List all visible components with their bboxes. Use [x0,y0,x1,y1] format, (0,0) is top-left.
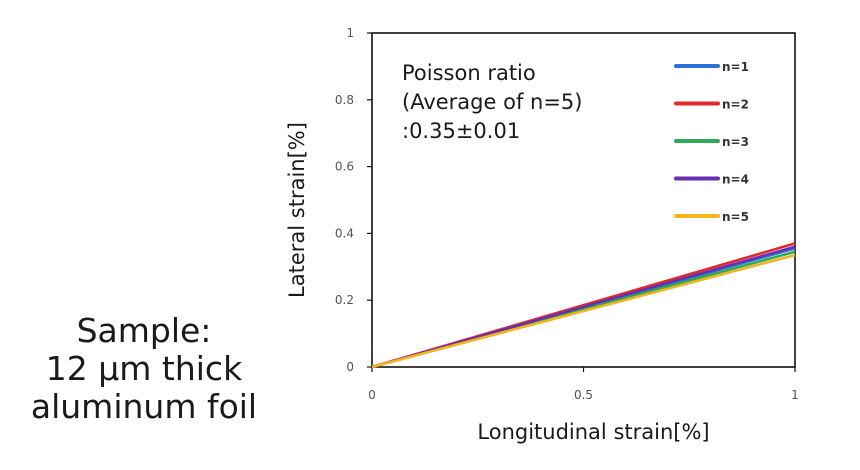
annotation-line: Poisson ratio [402,61,536,85]
x-tick-label: 0.5 [574,388,593,402]
y-tick-label: 0.8 [335,93,354,107]
legend-label: n=4 [722,173,749,187]
series-line [371,253,796,369]
series-line [371,245,796,369]
annotation-line: :0.35±0.01 [402,119,520,143]
y-tick-label: 0.2 [335,293,354,307]
y-tick-label: 1 [346,26,354,40]
legend-label: n=3 [722,135,749,149]
sample-caption-line2: 12 μm thick [45,349,243,388]
sample-caption: Sample: 12 μm thick aluminum foil [14,312,274,426]
x-axis-label: Longitudinal strain[%] [477,420,709,444]
y-tick-label: 0.4 [335,226,354,240]
y-tick-label: 0.6 [335,160,354,174]
y-tick-label: 0 [346,360,354,374]
sample-caption-line1: Sample: [76,311,212,350]
x-tick-label: 1 [791,388,799,402]
x-tick-label: 0 [368,388,376,402]
legend-label: n=2 [722,98,749,112]
legend-label: n=1 [722,60,749,74]
sample-caption-line3: aluminum foil [30,387,258,426]
y-axis-label: Lateral strain[%] [285,122,309,298]
legend-label: n=5 [722,210,749,224]
annotation-line: (Average of n=5) [402,90,582,114]
